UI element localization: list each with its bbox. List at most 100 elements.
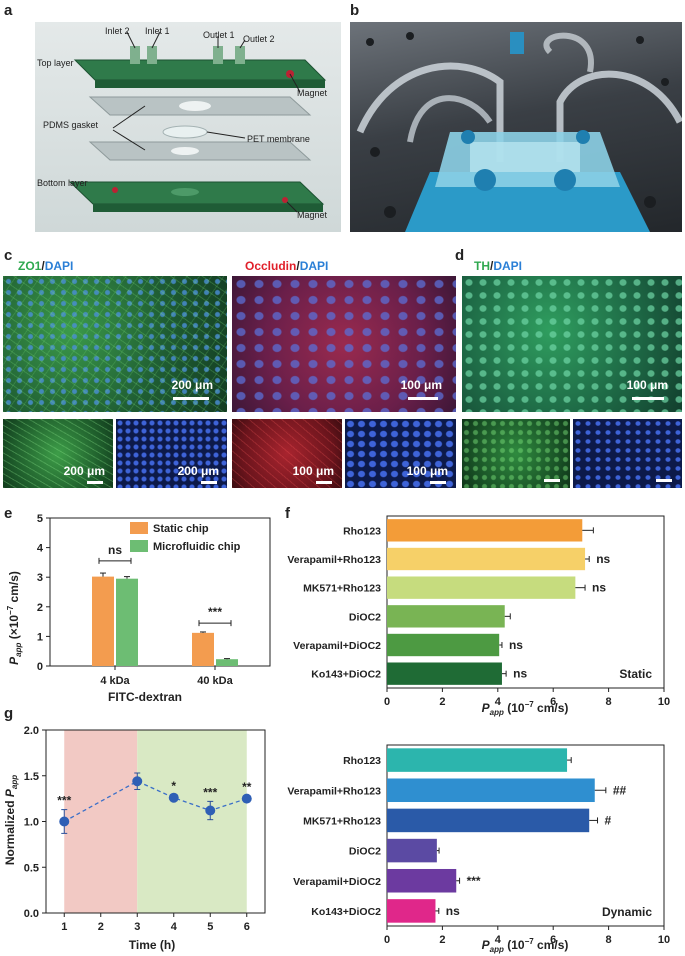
chart-f-static-xtick-label: 8 [606, 696, 612, 708]
scale-label-th: 100 μm [626, 378, 668, 392]
chart-f-static-frame [386, 515, 665, 689]
chart-f-static-bar [387, 519, 583, 542]
chart-e-bar [192, 632, 214, 666]
chart-f-static-category-label: DiOC2 [349, 611, 381, 623]
chart-g-xtick-label: 4 [171, 921, 178, 933]
chart-g-xtick-label: 2 [98, 921, 104, 933]
chart-f-static-bar [387, 576, 576, 599]
micrograph-th-merge: 100 μm [462, 276, 682, 412]
chart-e-legend-swatch [130, 540, 148, 552]
chart-f-dynamic-sig-label: *** [467, 874, 481, 888]
chart-g-xtick-label: 6 [244, 921, 250, 933]
chart-f-static-category-label: Ko143+DiOC2 [311, 669, 381, 681]
chart-e: 0 1 2 3 4 5 4 kDa 40 kDa ns *** Static chip Microfl… [6, 513, 271, 704]
chart-f-static-sig-label: ns [509, 638, 523, 652]
chart-g-sig-label: * [171, 779, 176, 793]
device-photo-drawing [356, 32, 682, 232]
chart-e-bar [216, 659, 238, 666]
outlet-2-port [235, 46, 245, 64]
chart-e-ylabel: Papp (×10−7 cm/s) [6, 571, 23, 665]
chart-f-dynamic-bar [387, 838, 437, 863]
chart-f-dynamic-category-label: MK571+Rho123 [303, 815, 381, 827]
micrograph-dapi-1: 200 μm [116, 419, 227, 488]
chart-f-static-bar [387, 662, 502, 685]
chart-g-xtick-label: 1 [61, 921, 67, 933]
chart-f-dynamic-category-label: DiOC2 [349, 846, 381, 858]
chart-f-dynamic-bar [387, 778, 595, 803]
chart-f-static-xtick-label: 10 [658, 696, 670, 708]
chart-e-sig-label: ns [108, 543, 122, 557]
screw-right [554, 169, 576, 191]
micrograph-occludin-channel: 100 μm [232, 419, 342, 488]
chart-f-dynamic-category-label: Ko143+DiOC2 [311, 906, 381, 918]
scale-label-zo1: 200 μm [171, 378, 213, 392]
chip-diagram: Inlet 2 Inlet 1 Outlet 1 Outlet 2 Top la… [35, 22, 341, 232]
scale-bar-dapi-2 [430, 481, 446, 484]
chart-f-dynamic: 0 2 4 6 8 10 Rho123 Verapamil+Rho123 ## MK571+Rho… [287, 744, 670, 954]
chart-g-shaded-region [137, 730, 247, 913]
chart-f-static-sig-label: ns [596, 552, 610, 566]
chart-f-dynamic-sig-label: # [605, 813, 612, 827]
chart-f-dynamic-sig-label: ## [613, 783, 627, 797]
chart-f-dynamic-xtick-label: 6 [550, 934, 556, 946]
chart-f-static-bar [387, 633, 500, 657]
micrograph-zo1-merge: 200 μm [3, 276, 227, 412]
screw-left [474, 169, 496, 191]
chart-f-dynamic-xlabel: Papp (10−7 cm/s) [482, 937, 569, 954]
chart-g-ytick-label: 1.5 [24, 771, 39, 783]
chart-f-static-xtick-label: 4 [495, 696, 502, 708]
device-photo [350, 22, 682, 232]
scale-bar-zo1 [173, 397, 209, 400]
label-top-layer: Top layer [37, 58, 74, 68]
scale-bar-zo1-small [87, 481, 103, 484]
chart-g-point [59, 816, 70, 827]
chart-g-point [168, 792, 179, 803]
inlet-1-port [147, 46, 157, 64]
label-outlet-2: Outlet 2 [243, 34, 275, 44]
chart-g-xtick-label: 5 [207, 921, 213, 933]
chart-f-dynamic-xtick-label: 4 [495, 934, 502, 946]
scale-bar-dapi-1 [201, 481, 217, 484]
chart-e-ytick-label: 3 [37, 572, 43, 584]
chart-f-dynamic-bar [387, 899, 436, 923]
micrograph-dapi-3 [573, 419, 682, 488]
chart-g-sig-label: *** [57, 794, 71, 808]
chart-e-ytick-label: 0 [37, 661, 43, 673]
chart-g-shaded-region [64, 730, 138, 913]
chart-f-static-bar [387, 605, 505, 628]
bottom-magnet [282, 197, 288, 203]
chart-e-legend-label: Static chip [153, 523, 209, 535]
scale-label-dapi-1: 200 μm [177, 464, 219, 478]
panel-label-c: c [4, 247, 13, 264]
scale-label-zo1-small: 200 μm [63, 464, 105, 478]
panel-label-d: d [455, 247, 465, 264]
chart-f-static-category-label: Verapamil+DiOC2 [293, 640, 381, 652]
chart-f-dynamic-bar [387, 808, 590, 833]
chart-g-ytick-label: 0.0 [24, 908, 39, 920]
chart-f-static-xtick-label: 0 [384, 696, 390, 708]
micrograph-th-channel [462, 419, 570, 488]
chart-f-dynamic-category-label: Verapamil+DiOC2 [293, 876, 381, 888]
chart-g-sig-label: *** [203, 785, 217, 799]
scale-bar-occludin-small [316, 481, 332, 484]
chart-g-point [132, 776, 143, 787]
chart-g: 0.00.51.01.52.01 2 3 4 5 6**** *** ** Time (h) … [3, 725, 266, 952]
label-inlet-1: Inlet 1 [145, 26, 170, 36]
micrograph-occludin-merge: 100 μm [232, 276, 456, 412]
chart-f-dynamic-frame [386, 744, 665, 927]
chart-g-xlabel: Time (h) [129, 938, 175, 952]
chart-e-frame [49, 517, 271, 667]
chart-f-static-category-label: Rho123 [343, 525, 381, 537]
label-inlet-2: Inlet 2 [105, 26, 130, 36]
micrograph-zo1-channel: 200 μm [3, 419, 113, 488]
stain-label-th: TH/DAPI [474, 259, 523, 273]
chart-e-xtick-label: 4 kDa [100, 675, 130, 687]
chart-e-legend-label: Microfluidic chip [153, 541, 241, 553]
panel-label-f: f [285, 505, 290, 522]
micrograph-dapi-2: 100 μm [345, 419, 456, 488]
pdms-gasket-lower [88, 141, 312, 161]
chart-g-ytick-label: 0.5 [24, 862, 39, 874]
label-bottom-layer: Bottom layer [37, 178, 88, 188]
chart-f-static-sig-label: ns [592, 581, 606, 595]
stain-label-zo1: ZO1/DAPI [18, 259, 74, 273]
